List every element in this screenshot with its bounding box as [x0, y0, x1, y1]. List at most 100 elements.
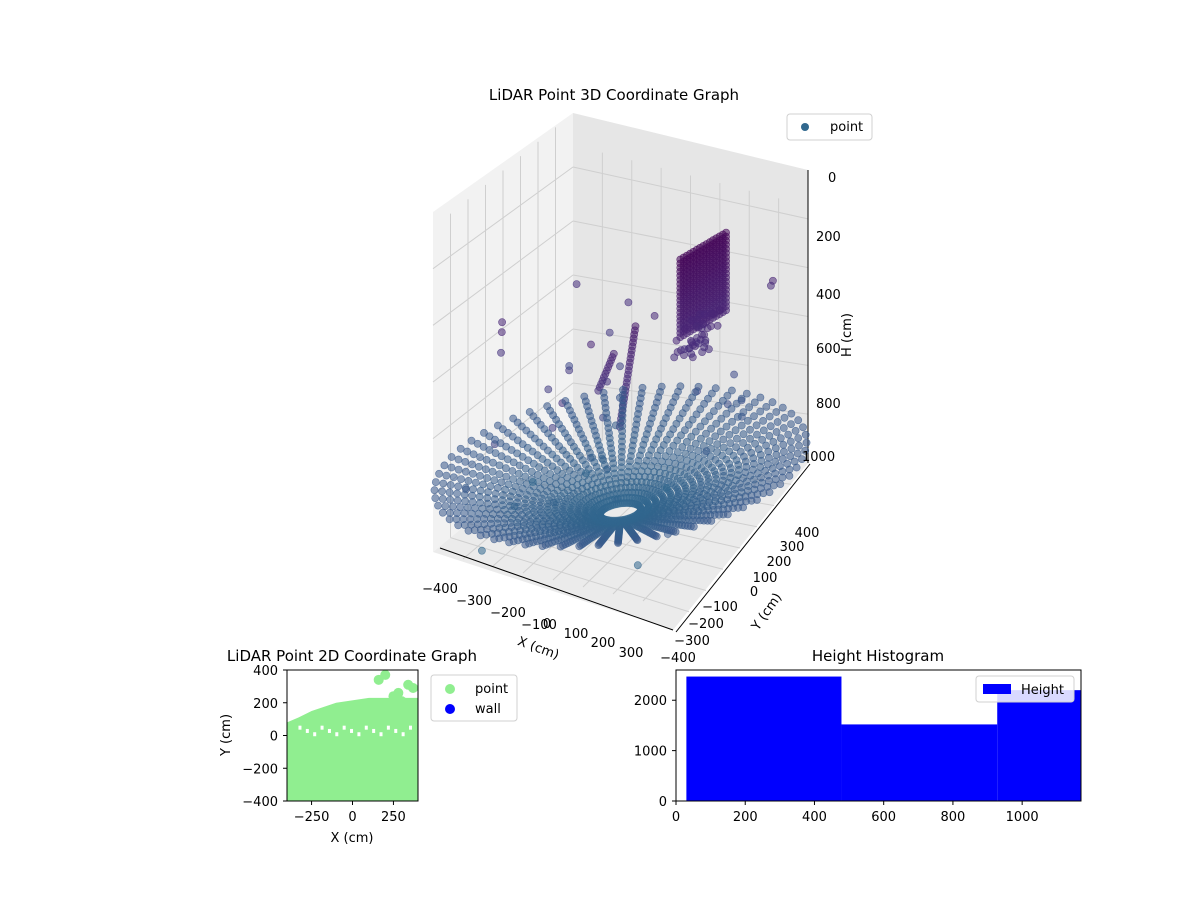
- scatter-point-3d: [784, 430, 793, 439]
- y-tick-label: −300: [674, 634, 710, 649]
- chart-3d-title: LiDAR Point 3D Coordinate Graph: [489, 86, 739, 104]
- x-axis-label-3d: X (cm): [515, 634, 561, 663]
- scatter-point-3d: [501, 464, 510, 473]
- scatter-point-3d: [794, 416, 803, 425]
- scatter-point-3d: [449, 473, 458, 482]
- plot-frame-histogram: [675, 669, 1082, 802]
- z-tick-label: 0: [828, 171, 836, 186]
- scatter-point-3d: [702, 429, 710, 438]
- scatter-point-3d: [731, 426, 740, 435]
- grid-line: [572, 166, 809, 220]
- scatter-point-3d: [572, 280, 581, 288]
- x-tick-label-hist: 1000: [1006, 810, 1039, 825]
- scatter-point-3d: [454, 482, 463, 491]
- scatter-point-3d: [481, 465, 490, 474]
- scatter-point-3d: [488, 467, 497, 476]
- chart-histogram: Height Histogram 0 200 400 600 800 1000 0 1000 2…: [634, 647, 1082, 825]
- chart-3d: LiDAR Point 3D Coordinate Graph −400 −30…: [422, 86, 873, 666]
- y-tick-label-2d: 400: [253, 664, 278, 679]
- y-tick-label-2d: −400: [242, 795, 278, 810]
- scatter-point-3d: [742, 389, 751, 398]
- scatter-gap-2d: [372, 728, 376, 733]
- scatter-point-3d: [463, 447, 472, 456]
- scatter-point-3d: [727, 404, 736, 413]
- scatter-point-3d: [694, 446, 703, 455]
- z-tick-label: 800: [816, 397, 841, 412]
- scatter-point-3d: [669, 441, 678, 450]
- x-tick-label-hist: 800: [941, 810, 966, 825]
- x-tick-label: −400: [422, 582, 458, 597]
- legend-label-height: Height: [1021, 683, 1064, 698]
- scatter-point-3d: [682, 437, 691, 446]
- scatter-point-3d: [765, 412, 774, 421]
- histogram-bars: [686, 676, 1081, 801]
- legend-label-point: point: [475, 682, 508, 697]
- x-tick-labels-3d: −400 −300 −200 −100 0 100 200 300: [422, 582, 643, 661]
- scatter-point-3d: [751, 439, 759, 448]
- scatter-gap-2d: [313, 732, 317, 737]
- scatter-point-3d: [711, 384, 720, 393]
- scatter-point-3d: [766, 422, 775, 431]
- scatter-point-3d: [794, 434, 803, 442]
- scatter-point-3d: [793, 449, 802, 458]
- scatter-point-3d: [787, 409, 796, 418]
- scatter-point-3d: [732, 399, 741, 408]
- x-tick-label-hist: 200: [733, 810, 758, 825]
- y-tick-label-hist: 1000: [634, 745, 667, 760]
- scatter-point-3d: [744, 416, 752, 425]
- scatter-point-3d: [701, 417, 709, 426]
- scatter-point-3d: [767, 281, 775, 290]
- scatter-point-3d: [696, 422, 705, 431]
- scatter-point-3d: [801, 430, 810, 439]
- scatter-point-3d: [665, 447, 674, 455]
- x-tick-label-hist: 600: [871, 810, 896, 825]
- scatter-point-3d: [745, 403, 753, 412]
- scatter-point-3d: [438, 487, 446, 496]
- scatter-point-3d: [527, 467, 536, 476]
- scatter-point-3d: [750, 398, 759, 407]
- legend-swatch-height: [983, 684, 1011, 694]
- scatter-point-3d: [477, 546, 486, 555]
- scatter-gap-2d: [305, 728, 309, 733]
- scatter-point-3d: [700, 399, 708, 408]
- scatter-point-3d: [431, 478, 440, 486]
- scatter-point-3d: [723, 391, 732, 400]
- y-tick-label-hist: 0: [659, 795, 667, 810]
- x-axis-label-2d: X (cm): [331, 831, 374, 846]
- legend-marker-wall: [445, 704, 455, 714]
- z-tick-label: 600: [816, 342, 841, 357]
- z-tick-labels-3d: 0 200 400 600 800 1000: [802, 171, 841, 465]
- scatter-point-3d: [694, 339, 703, 348]
- scatter-point-3d: [662, 483, 671, 492]
- x-tick-label: −100: [521, 618, 557, 633]
- scatter-point-3d: [802, 438, 811, 447]
- scatter-point-3d: [717, 414, 726, 423]
- scatter-point-3d: [605, 328, 614, 337]
- scatter-point-3d: [733, 412, 742, 421]
- grid-line: [432, 166, 574, 270]
- scatter-point-3d: [611, 421, 620, 430]
- scatter-point-3d: [446, 495, 455, 504]
- scatter-point-3d: [778, 403, 787, 412]
- scatter-point-3d: [707, 424, 715, 433]
- z-tick-label: 200: [816, 230, 841, 245]
- scatter-point-3d: [497, 348, 505, 357]
- scatter-point-3d: [759, 426, 768, 435]
- y-tick-label: −400: [660, 651, 696, 666]
- scatter-point-3d: [587, 340, 595, 349]
- scatter-gap-2d: [401, 732, 405, 737]
- scatter-point-3d: [772, 428, 781, 436]
- legend-frame: [786, 113, 873, 141]
- scatter-point-3d: [687, 349, 696, 358]
- scatter-point-3d: [434, 501, 442, 510]
- x-tick-label-hist: 400: [802, 810, 827, 825]
- scatter-point-3d: [493, 483, 502, 492]
- scatter-point-3d: [707, 444, 715, 453]
- scatter-point-3d: [787, 420, 795, 428]
- histogram-bar: [997, 690, 1081, 801]
- scatter-point-3d: [791, 426, 800, 435]
- x-tick-label-hist: 0: [672, 810, 680, 825]
- scatter-point-3d: [799, 423, 807, 432]
- scatter-point-3d: [776, 462, 784, 471]
- scatter-point-3d: [624, 298, 633, 307]
